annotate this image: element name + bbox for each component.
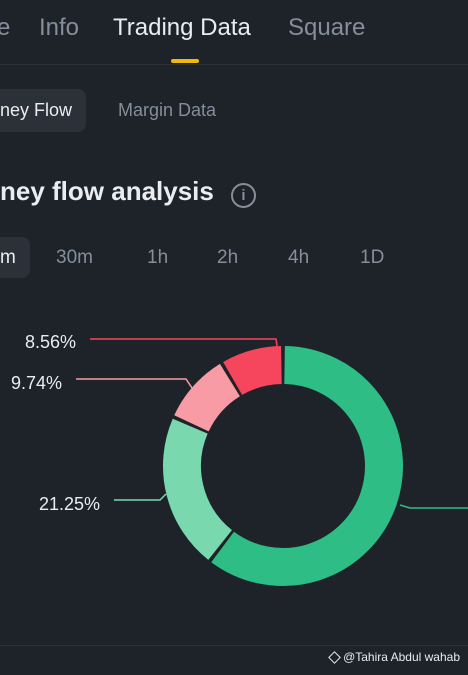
top-tab-bar: e Info Trading Data Square [0,0,468,65]
time-tab-m[interactable]: m [0,237,30,278]
time-tab-1d[interactable]: 1D [360,247,385,268]
divider [0,645,468,646]
subtab-money-flow[interactable]: ney Flow [0,89,87,132]
leader-line-21-25 [114,493,167,501]
subtab-margin-data[interactable]: Margin Data [118,100,217,120]
time-tab-2h[interactable]: 2h [217,247,239,268]
watermark: @Tahira Abdul wahab [328,650,460,665]
leader-line-9-74 [76,378,193,389]
time-tab-30m[interactable]: 30m [56,247,93,268]
active-tab-indicator [171,59,199,63]
tab-trading-data[interactable]: Trading Data [113,14,251,41]
donut-slice-3 [223,346,283,396]
info-icon[interactable]: i [231,183,256,208]
donut-slice-2 [174,363,241,432]
donut-slices [163,346,403,586]
leader-line-main [399,504,468,509]
donut-slice-1 [163,418,233,560]
tab-info[interactable]: Info [39,14,80,41]
chart-label-8-56: 8.56% [25,332,77,352]
leader-line-8-56 [90,338,278,347]
section-title: ney flow analysis [0,176,214,206]
chart-label-21-25: 21.25% [39,494,101,514]
tab-partial[interactable]: e [0,14,11,41]
tab-square[interactable]: Square [288,14,366,41]
time-tab-1h[interactable]: 1h [147,247,169,268]
chart-label-9-74: 9.74% [11,373,63,393]
watermark-text: @Tahira Abdul wahab [343,650,460,664]
donut-slice-0 [211,346,403,586]
diamond-icon [328,651,341,665]
time-tab-4h[interactable]: 4h [288,247,310,268]
